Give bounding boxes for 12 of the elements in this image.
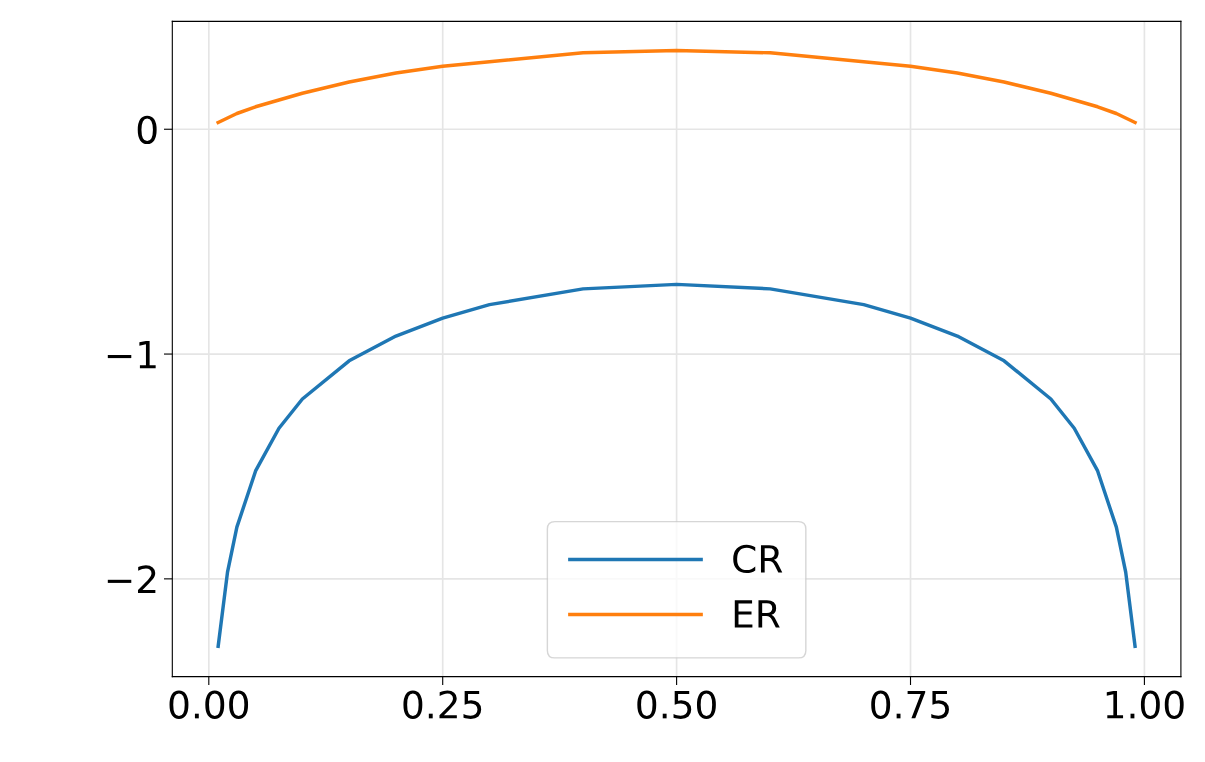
x-tick-label: 0.75 xyxy=(871,690,949,719)
line-series xyxy=(216,282,1137,649)
legend-label: CR xyxy=(733,544,783,574)
y-tick-label: −2 xyxy=(107,565,156,594)
x-tick-label: 0.00 xyxy=(169,690,249,719)
y-tick-label: 0 xyxy=(137,115,157,145)
x-tick-label: 0.25 xyxy=(403,690,482,719)
x-tick-label: 0.50 xyxy=(637,690,716,719)
x-tick-label: 1.00 xyxy=(1106,690,1184,719)
legend-label: ER xyxy=(734,600,780,628)
y-tick-label: −1 xyxy=(107,340,156,369)
line-series xyxy=(216,48,1137,125)
